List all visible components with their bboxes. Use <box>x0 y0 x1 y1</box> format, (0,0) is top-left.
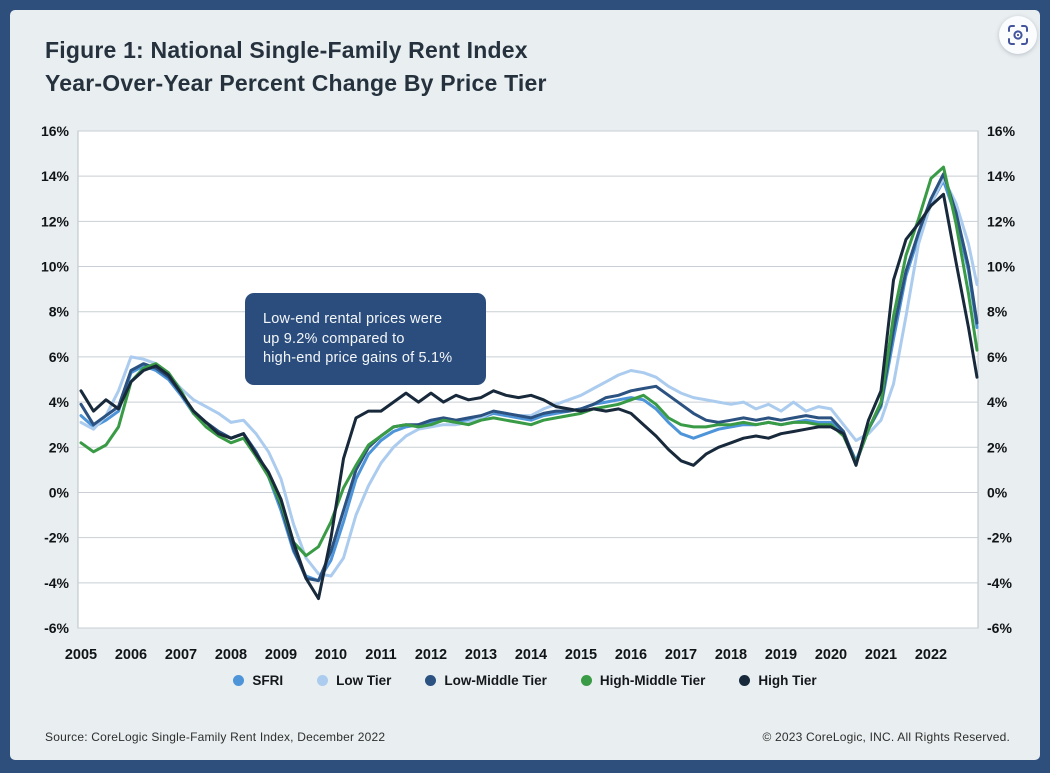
x-axis-tick-label: 2017 <box>665 647 697 663</box>
x-axis-tick-label: 2015 <box>565 647 597 663</box>
x-axis-tick-label: 2013 <box>465 647 497 663</box>
scan-focus-icon <box>1007 24 1029 46</box>
legend-label: High Tier <box>758 673 817 688</box>
y-axis-tick-label-right: -4% <box>987 575 1012 591</box>
y-axis-tick-label-left: 6% <box>49 349 70 365</box>
chart-legend: SFRI Low Tier Low-Middle Tier High-Middle T… <box>10 673 1040 688</box>
chart-canvas: 16% 16% 14% 14% 12% 12% 10% 10% 8% 8% 6% 6% 4% 4% 2% 2%… <box>41 123 1016 663</box>
x-axis-tick-label: 2010 <box>315 647 347 663</box>
x-axis-tick-label: 2009 <box>265 647 297 663</box>
legend-item-low-tier: Low Tier <box>317 673 391 688</box>
series-line-high-middle-tier <box>79 165 979 558</box>
y-axis-tick-label-right: 16% <box>987 123 1016 139</box>
annotation-line-3: high-end price gains of 5.1% <box>263 350 453 366</box>
legend-label: Low-Middle Tier <box>444 673 547 688</box>
x-axis-tick-label: 2021 <box>865 647 897 663</box>
y-axis-tick-label-right: 14% <box>987 168 1016 184</box>
legend-label: SFRI <box>252 673 284 688</box>
x-axis-tick-label: 2011 <box>365 647 396 663</box>
y-axis-tick-label-right: 12% <box>987 213 1016 229</box>
y-axis-tick-label-left: 10% <box>41 259 70 275</box>
legend-dot <box>580 675 592 686</box>
legend-label: High-Middle Tier <box>599 673 706 688</box>
annotation-callout: Low-end rental prices were up 9.2% compa… <box>245 293 486 385</box>
plot-area <box>77 130 979 629</box>
y-axis-tick-label-left: 4% <box>49 394 70 410</box>
x-axis-tick-label: 2012 <box>415 647 447 663</box>
x-axis-tick-label: 2022 <box>915 647 947 663</box>
legend-dot <box>317 675 329 686</box>
y-axis-tick-label-right: 2% <box>987 439 1008 455</box>
y-axis-tick-label-right: 6% <box>987 349 1008 365</box>
legend-dot <box>739 675 751 686</box>
y-axis-tick-label-left: 16% <box>41 123 70 139</box>
y-axis-tick-label-left: -4% <box>44 575 69 591</box>
title-line-2: Year-Over-Year Percent Change By Price T… <box>45 70 547 96</box>
x-axis-tick-label: 2006 <box>115 647 147 663</box>
series-line-low-tier <box>79 176 979 578</box>
x-axis-tick-label: 2007 <box>165 647 197 663</box>
x-axis-tick-label: 2020 <box>815 647 847 663</box>
screenshot-capture-button[interactable] <box>999 16 1037 54</box>
x-axis-tick-label: 2018 <box>715 647 747 663</box>
chart-card: Figure 1: National Single-Family Rent In… <box>10 10 1040 760</box>
legend-item-high-tier: High Tier <box>739 673 817 688</box>
y-axis-tick-label-left: 8% <box>49 304 70 320</box>
legend-dot <box>425 675 437 686</box>
legend-item-high-middle-tier: High-Middle Tier <box>580 673 706 688</box>
y-axis-tick-label-left: 14% <box>41 168 70 184</box>
y-axis-tick-label-right: 4% <box>987 394 1008 410</box>
y-axis-tick-label-right: 0% <box>987 484 1008 500</box>
x-axis-tick-label: 2014 <box>515 647 547 663</box>
y-axis-tick-label-left: 0% <box>49 484 70 500</box>
copyright-note: © 2023 CoreLogic, INC. All Rights Reserv… <box>762 730 1010 744</box>
series-line-high-tier <box>79 192 979 601</box>
y-axis-tick-label-right: -2% <box>987 530 1012 546</box>
annotation-line-2: up 9.2% compared to <box>263 330 405 347</box>
y-axis-tick-label-right: 8% <box>987 304 1008 320</box>
y-axis-tick-label-right: 10% <box>987 259 1016 275</box>
y-axis-tick-label-left: -6% <box>44 620 69 636</box>
line-chart: 16% 16% 14% 14% 12% 12% 10% 10% 8% 8% 6% 6% 4% 4% 2% 2%… <box>10 110 1040 680</box>
source-note: Source: CoreLogic Single-Family Rent Ind… <box>45 730 386 744</box>
x-axis-tick-label: 2008 <box>215 647 247 663</box>
legend-label: Low Tier <box>336 673 392 688</box>
legend-item-low-middle-tier: Low-Middle Tier <box>425 673 547 688</box>
x-axis-tick-label: 2005 <box>65 647 97 663</box>
footer: Source: CoreLogic Single-Family Rent Ind… <box>10 730 1040 744</box>
annotation-line-1: Low-end rental prices were <box>263 311 443 327</box>
x-axis-tick-label: 2019 <box>765 647 797 663</box>
y-axis-tick-label-right: -6% <box>987 620 1012 636</box>
legend-dot <box>233 675 245 686</box>
page-title: Figure 1: National Single-Family Rent In… <box>45 34 547 100</box>
title-line-1: Figure 1: National Single-Family Rent In… <box>45 37 528 63</box>
y-axis-tick-label-left: 2% <box>49 439 70 455</box>
legend-item-sfri: SFRI <box>233 673 283 688</box>
x-axis-tick-label: 2016 <box>615 647 647 663</box>
y-axis-tick-label-left: 12% <box>41 213 70 229</box>
y-axis-tick-label-left: -2% <box>44 530 69 546</box>
